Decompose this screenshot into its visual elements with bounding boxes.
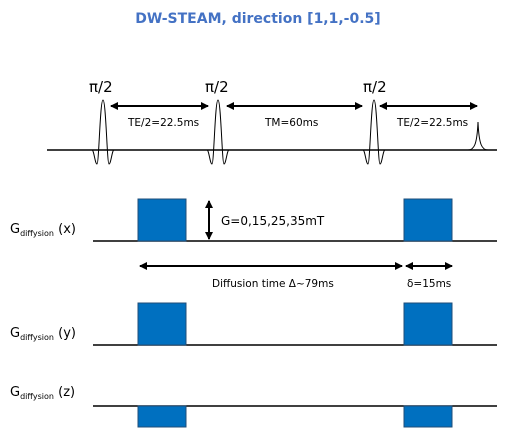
rf-pulse-1 — [91, 99, 115, 165]
te-first-label: TE/2=22.5ms — [127, 117, 199, 129]
rf-pulse-3 — [362, 99, 386, 165]
delta-label: δ=15ms — [407, 278, 451, 290]
gx-lobe-1 — [137, 198, 187, 242]
te-second-label: TE/2=22.5ms — [396, 117, 468, 129]
pulse-label-2: π/2 — [205, 78, 229, 96]
diffusion-time-label: Diffusion time Δ~79ms — [212, 278, 334, 290]
diagram-title: DW-STEAM, direction [1,1,-0.5] — [135, 11, 380, 27]
rf-pulse-2 — [206, 99, 230, 165]
gx-lobe-2 — [403, 198, 453, 242]
axis-label-x: Gdiffysion (x) — [10, 222, 76, 238]
gy-lobe-2 — [403, 302, 453, 346]
axis-label-z: Gdiffysion (z) — [10, 385, 75, 401]
amplitude-label: G=0,15,25,35mT — [221, 214, 325, 228]
axis-label-y: Gdiffysion (y) — [10, 326, 76, 342]
pulse-label-3: π/2 — [363, 78, 387, 96]
gy-lobe-1 — [137, 302, 187, 346]
pulse-label-1: π/2 — [89, 78, 113, 96]
gz-lobe-1 — [137, 405, 187, 428]
echo-signal — [467, 121, 489, 151]
gz-lobe-2 — [403, 405, 453, 428]
tm-label: TM=60ms — [264, 117, 318, 129]
